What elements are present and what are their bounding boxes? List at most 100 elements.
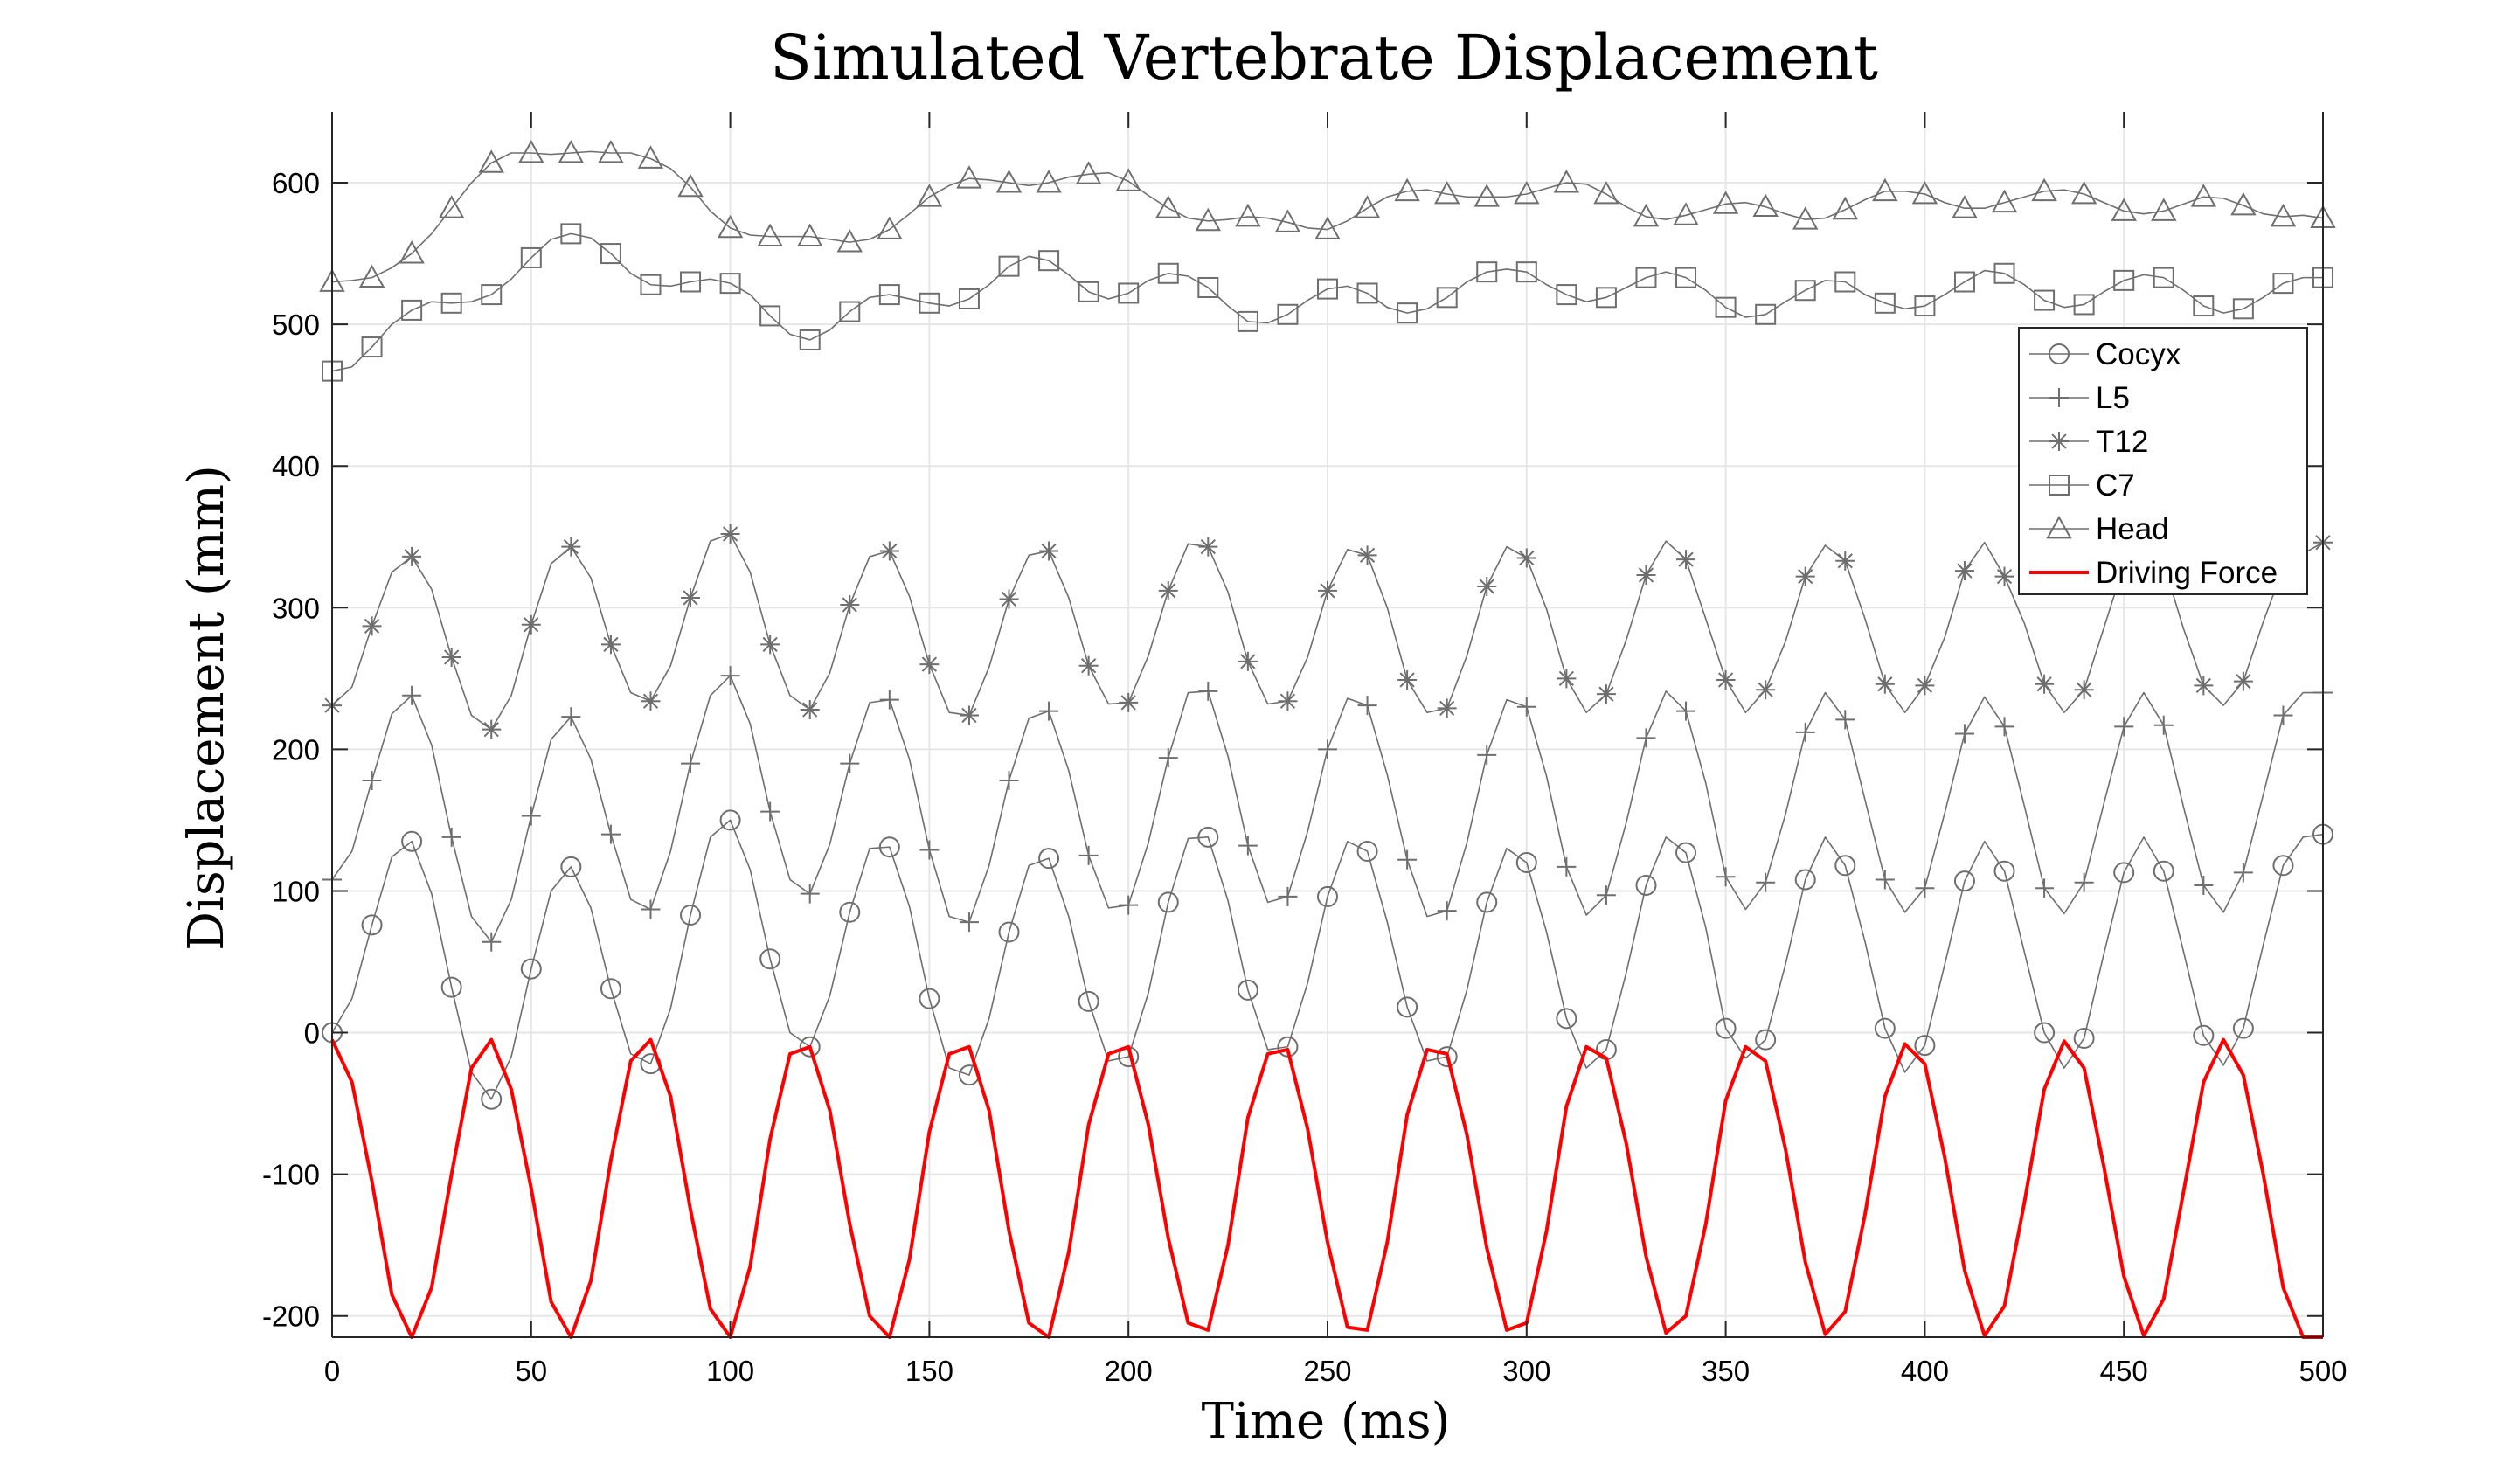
- x-tick-label: 400: [1901, 1355, 1949, 1387]
- data-point-head: [757, 223, 783, 247]
- data-point-c7: [1118, 282, 1140, 304]
- data-point-c7: [759, 305, 781, 327]
- legend-label: L5: [2096, 381, 2130, 415]
- data-point-t12: [1158, 580, 1178, 600]
- data-point-c7: [1953, 271, 1975, 293]
- data-point-t12: [681, 587, 701, 607]
- data-point-t12: [879, 541, 899, 561]
- series-driving-force: [330, 1037, 2323, 1339]
- data-point-t12: [1078, 655, 1099, 676]
- data-point-l5: [1198, 681, 1218, 701]
- data-point-t12: [2035, 674, 2055, 694]
- data-point-head: [2031, 177, 2057, 202]
- data-point-head: [995, 169, 1023, 193]
- data-point-head: [2070, 180, 2098, 205]
- data-point-l5: [1636, 728, 1656, 748]
- tick-labels: 0 50 100 150 200 250 300 350 400 450 500 -200 -100 0 1…: [262, 167, 2347, 1387]
- data-point-l5: [561, 707, 581, 727]
- data-point-head: [1195, 207, 1222, 232]
- data-point-cocyx: [361, 914, 383, 936]
- data-point-cocyx: [440, 976, 462, 998]
- data-point-l5: [1437, 901, 1457, 921]
- data-point-cocyx: [520, 958, 542, 980]
- data-point-c7: [1157, 262, 1179, 284]
- data-point-cocyx: [839, 901, 861, 923]
- data-point-t12: [1994, 566, 2014, 586]
- data-point-c7: [878, 284, 900, 306]
- data-point-head: [836, 229, 863, 253]
- data-point-t12: [1795, 566, 1815, 586]
- data-point-l5: [999, 771, 1019, 791]
- data-point-head: [2230, 191, 2257, 216]
- data-point-c7: [361, 336, 383, 358]
- data-point-l5: [1835, 710, 1855, 730]
- data-point-t12: [561, 537, 581, 557]
- data-point-t12: [1596, 684, 1616, 704]
- data-point-t12: [1238, 651, 1258, 671]
- data-point-head: [1155, 195, 1182, 218]
- series-c7: [322, 223, 2333, 382]
- data-point-t12: [1357, 545, 1377, 565]
- y-tick-label: 400: [272, 450, 320, 482]
- data-point-c7: [1476, 261, 1498, 283]
- data-point-l5: [681, 753, 701, 773]
- data-point-c7: [1556, 284, 1577, 306]
- data-point-head: [1872, 177, 1898, 202]
- data-point-cocyx: [1476, 891, 1498, 913]
- data-point-head: [1792, 206, 1819, 230]
- data-point-t12: [720, 524, 740, 544]
- data-point-cocyx: [919, 988, 940, 1009]
- x-tick-label: 0: [324, 1355, 340, 1387]
- data-point-head: [2151, 198, 2177, 221]
- data-point-t12: [2233, 671, 2253, 691]
- data-point-cocyx: [799, 1036, 821, 1058]
- data-point-c7: [998, 255, 1020, 277]
- data-point-cocyx: [680, 904, 702, 926]
- data-point-cocyx: [2113, 862, 2135, 884]
- data-point-c7: [2113, 269, 2135, 291]
- data-point-cocyx: [998, 921, 1020, 943]
- data-point-head: [1314, 216, 1341, 239]
- x-tick-label: 200: [1105, 1355, 1153, 1387]
- legend-label: Cocyx: [2096, 337, 2181, 371]
- y-tick-label: 500: [272, 309, 320, 341]
- data-point-t12: [1278, 691, 1298, 711]
- data-point-l5: [720, 666, 740, 686]
- data-point-l5: [1557, 856, 1577, 877]
- data-point-t12: [1198, 537, 1218, 557]
- data-point-t12: [482, 719, 502, 739]
- data-point-t12: [1516, 548, 1536, 568]
- data-point-l5: [1158, 748, 1178, 768]
- axes: [331, 112, 2324, 1338]
- data-point-l5: [1915, 878, 1935, 898]
- data-point-head: [1433, 180, 1460, 205]
- y-tick-label: 0: [304, 1017, 320, 1050]
- data-point-t12: [1039, 541, 1059, 561]
- x-tick-label: 450: [2100, 1355, 2148, 1387]
- data-point-head: [1394, 177, 1420, 202]
- data-point-l5: [760, 801, 780, 822]
- data-point-head: [598, 139, 624, 163]
- data-point-t12: [1636, 565, 1656, 586]
- data-point-head: [2111, 198, 2137, 221]
- series-line-c7: [331, 232, 2323, 372]
- data-point-l5: [1676, 701, 1696, 721]
- legend-swatch-marker: [2046, 515, 2072, 539]
- data-point-cocyx: [2272, 855, 2294, 877]
- data-point-c7: [520, 246, 542, 268]
- data-point-cocyx: [1993, 860, 2015, 882]
- data-point-t12: [1477, 576, 1497, 596]
- data-point-cocyx: [2232, 1017, 2254, 1039]
- data-point-l5: [2233, 863, 2253, 883]
- data-point-c7: [1197, 276, 1219, 298]
- data-point-c7: [2073, 294, 2095, 316]
- data-point-cocyx: [1078, 990, 1099, 1012]
- data-point-l5: [1119, 895, 1139, 915]
- legend-label: T12: [2096, 425, 2148, 459]
- data-point-head: [1633, 203, 1660, 227]
- data-point-l5: [441, 827, 461, 847]
- data-point-head: [558, 139, 585, 163]
- legend-swatch-marker: [2049, 432, 2069, 451]
- data-point-head: [438, 195, 465, 218]
